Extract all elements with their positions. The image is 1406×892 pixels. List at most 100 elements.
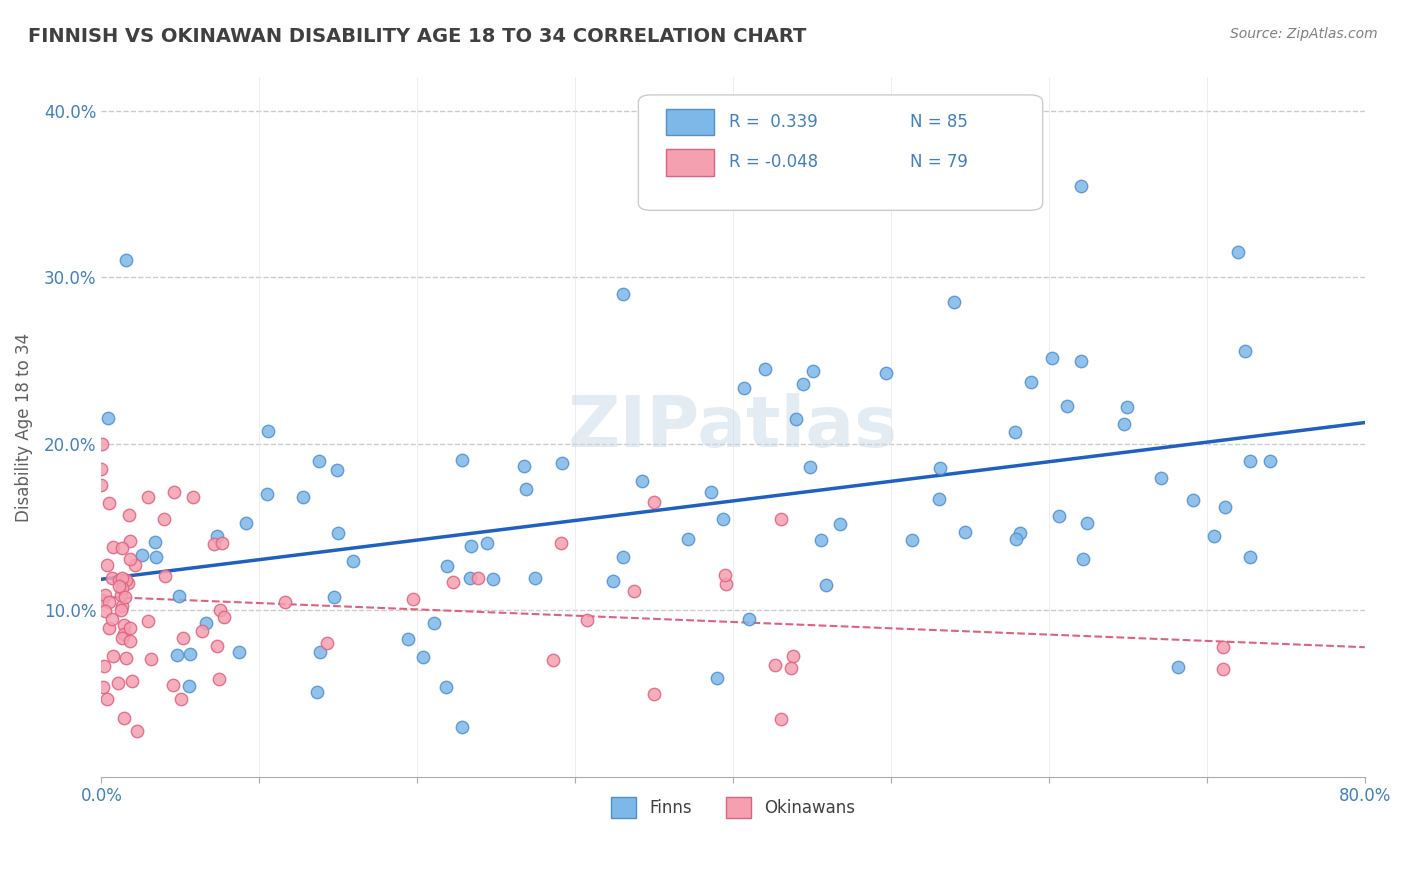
- Point: [93, 604, 115, 618]
- Point: [315, 636, 337, 650]
- Point: [450, 453, 472, 467]
- Point: [292, 490, 315, 504]
- Point: [111, 571, 134, 585]
- Point: [257, 424, 280, 438]
- Point: [111, 632, 134, 646]
- Point: [101, 571, 124, 585]
- Point: [235, 516, 257, 530]
- Point: [1227, 245, 1250, 260]
- Point: [214, 610, 236, 624]
- Point: [179, 647, 201, 661]
- Point: [1116, 401, 1139, 415]
- Point: [152, 512, 174, 526]
- Point: [256, 486, 278, 500]
- Point: [451, 720, 474, 734]
- Point: [928, 491, 950, 506]
- Text: FINNISH VS OKINAWAN DISABILITY AGE 18 TO 34 CORRELATION CHART: FINNISH VS OKINAWAN DISABILITY AGE 18 TO…: [28, 27, 807, 45]
- Point: [943, 295, 966, 310]
- Point: [482, 572, 505, 586]
- Text: Source: ZipAtlas.com: Source: ZipAtlas.com: [1230, 27, 1378, 41]
- Point: [623, 584, 645, 599]
- Point: [166, 648, 188, 663]
- Point: [1212, 662, 1234, 676]
- Point: [643, 494, 665, 508]
- Point: [1234, 344, 1257, 359]
- Point: [117, 575, 139, 590]
- Point: [111, 541, 134, 555]
- Text: R =  0.339: R = 0.339: [730, 112, 818, 130]
- Point: [118, 633, 141, 648]
- Point: [181, 490, 204, 504]
- Point: [1112, 417, 1135, 431]
- Point: [434, 680, 457, 694]
- FancyBboxPatch shape: [666, 150, 714, 176]
- Point: [612, 287, 634, 301]
- Point: [475, 536, 498, 550]
- Point: [1150, 471, 1173, 485]
- Point: [309, 645, 332, 659]
- Point: [124, 558, 146, 572]
- Point: [1239, 549, 1261, 564]
- Point: [441, 574, 464, 589]
- Point: [1004, 425, 1026, 439]
- Point: [1204, 529, 1226, 543]
- Point: [810, 533, 832, 547]
- Point: [1005, 532, 1028, 546]
- Point: [1070, 353, 1092, 368]
- Point: [115, 252, 138, 267]
- Point: [630, 474, 652, 488]
- Point: [97, 621, 120, 635]
- Point: [90, 437, 112, 451]
- Point: [111, 581, 134, 595]
- Point: [205, 640, 228, 654]
- Point: [326, 463, 349, 477]
- FancyBboxPatch shape: [666, 109, 714, 136]
- Point: [112, 711, 135, 725]
- Point: [875, 366, 897, 380]
- Point: [423, 615, 446, 630]
- Point: [699, 484, 721, 499]
- Point: [716, 576, 738, 591]
- Point: [643, 687, 665, 701]
- Point: [763, 657, 786, 672]
- Point: [1071, 552, 1094, 566]
- Point: [1260, 454, 1282, 468]
- Text: N = 85: N = 85: [910, 112, 967, 130]
- Point: [205, 529, 228, 543]
- Text: N = 79: N = 79: [910, 153, 967, 171]
- Point: [612, 549, 634, 564]
- Point: [953, 524, 976, 539]
- Point: [1070, 178, 1092, 193]
- Point: [103, 540, 125, 554]
- Point: [115, 651, 138, 665]
- Point: [97, 411, 120, 425]
- Point: [676, 533, 699, 547]
- Point: [179, 679, 201, 693]
- Point: [412, 649, 434, 664]
- Point: [1076, 516, 1098, 531]
- Y-axis label: Disability Age 18 to 34: Disability Age 18 to 34: [15, 333, 32, 522]
- Point: [1239, 454, 1261, 468]
- Point: [1040, 351, 1063, 366]
- Point: [114, 590, 136, 604]
- Point: [929, 461, 952, 475]
- Point: [115, 573, 138, 587]
- Point: [782, 648, 804, 663]
- Point: [769, 712, 792, 726]
- Point: [436, 559, 458, 574]
- Point: [121, 673, 143, 688]
- Point: [211, 536, 233, 550]
- Point: [110, 602, 132, 616]
- Point: [101, 649, 124, 664]
- Point: [111, 599, 134, 613]
- Point: [191, 624, 214, 639]
- Point: [550, 535, 572, 549]
- Point: [396, 632, 419, 646]
- Legend: Finns, Okinawans: Finns, Okinawans: [605, 791, 862, 824]
- Point: [706, 671, 728, 685]
- Point: [1056, 399, 1078, 413]
- Point: [458, 571, 481, 585]
- Point: [326, 525, 349, 540]
- Point: [733, 381, 755, 395]
- Point: [118, 552, 141, 566]
